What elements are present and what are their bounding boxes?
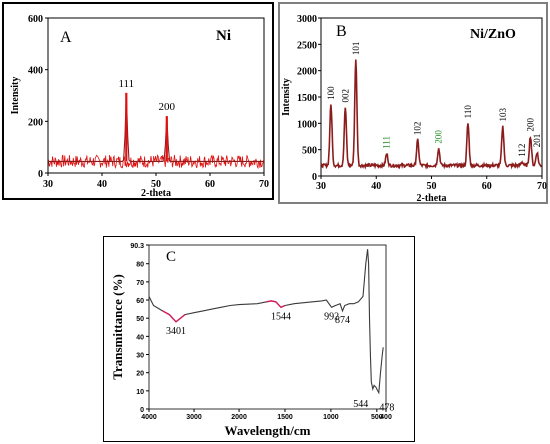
peak-label-b-103: 103 bbox=[498, 107, 508, 121]
xrd-line-a bbox=[48, 92, 264, 162]
xtick-label-c: 1500 bbox=[277, 414, 293, 421]
ytick-label-c: 10 bbox=[136, 389, 144, 396]
xtick-label-c: 400 bbox=[380, 414, 392, 421]
xtick-label-a: 40 bbox=[97, 179, 107, 190]
peak-label-b-201: 201 bbox=[532, 134, 542, 148]
panel-letter-a: A bbox=[60, 29, 72, 46]
chart-b-svg: 100 002 101 111 102 200 110 103 112 200 201 30 40 50 6… bbox=[281, 14, 547, 204]
ytick-label-a: 0 bbox=[38, 169, 43, 180]
ytick-label-b: 1000 bbox=[297, 119, 317, 130]
plot-frame-a bbox=[47, 17, 265, 174]
ytick-label-c: 50 bbox=[136, 316, 144, 323]
chart-title-a: Ni bbox=[216, 28, 231, 44]
ytick-label-b: 3000 bbox=[297, 14, 317, 25]
annotation-c-1544: 1544 bbox=[271, 311, 291, 322]
y-axis-label-b: Intensity bbox=[281, 78, 292, 116]
peak-label-a-111: 111 bbox=[118, 78, 134, 90]
ytick-label-c: 80 bbox=[136, 262, 144, 269]
xtick-label-c: 4000 bbox=[141, 414, 157, 421]
panel-c-ftir: 3401 1544 992 874 544 478 4000 3000 2000 1500 1000… bbox=[103, 236, 415, 442]
xtick-label-b: 60 bbox=[482, 181, 492, 192]
xtick-label-c: 500 bbox=[371, 414, 383, 421]
peak-label-b-002: 002 bbox=[340, 89, 350, 103]
xtick-label-a: 60 bbox=[205, 179, 215, 190]
panel-letter-b: B bbox=[336, 23, 347, 40]
x-axis-label-a: 2-theta bbox=[141, 188, 171, 199]
ytick-label-a: 400 bbox=[28, 66, 43, 77]
xtick-label-b: 70 bbox=[537, 181, 547, 192]
peak-label-b-100: 100 bbox=[326, 86, 336, 100]
ytick-label-b: 1500 bbox=[297, 93, 317, 104]
peak-label-b-110: 110 bbox=[463, 105, 473, 119]
panel-letter-c: C bbox=[166, 249, 176, 265]
chart-title-b: Ni/ZnO bbox=[470, 27, 516, 42]
ytick-label-b: 2000 bbox=[297, 67, 317, 78]
ytick-label-a: 600 bbox=[28, 14, 43, 25]
annotation-c-992: 992 bbox=[324, 311, 339, 322]
panel-a-ni-xrd: 111 200 30 40 50 60 70 0 200 400 600 2-theta Intensi… bbox=[2, 2, 274, 200]
peak-label-b-200: 200 bbox=[525, 117, 535, 131]
annotation-c-478: 478 bbox=[379, 403, 394, 414]
xrd-line-b bbox=[320, 59, 542, 170]
y-axis-label-c: Transmittance (%) bbox=[110, 274, 125, 380]
xtick-label-c: 2000 bbox=[231, 414, 247, 421]
panel-b-nizno-xrd: 100 002 101 111 102 200 110 103 112 200 201 30 40 50 6… bbox=[278, 2, 548, 204]
annotation-c-3401: 3401 bbox=[166, 326, 186, 337]
x-axis-label-c: Wavelength/cm bbox=[225, 423, 311, 438]
xtick-label-a: 30 bbox=[43, 179, 53, 190]
ytick-label-c: 30 bbox=[136, 353, 144, 360]
xtick-label-c: 1000 bbox=[323, 414, 339, 421]
peak-label-a-200: 200 bbox=[159, 101, 176, 113]
peak-label-b-112: 112 bbox=[517, 144, 527, 157]
x-axis-label-b: 2-theta bbox=[417, 193, 447, 204]
peak-label-b-101: 101 bbox=[351, 42, 361, 56]
ftir-highlight-c-1 bbox=[266, 300, 286, 309]
xtick-label-c: 3000 bbox=[186, 414, 202, 421]
peak-label-b-200: 200 bbox=[434, 130, 444, 144]
ftir-line-c bbox=[148, 249, 384, 395]
xtick-label-a: 70 bbox=[259, 179, 269, 190]
xtick-label-b: 40 bbox=[371, 181, 381, 192]
annotation-c-874: 874 bbox=[335, 315, 350, 326]
ftir-highlight-c-0 bbox=[162, 310, 186, 323]
xtick-label-b: 50 bbox=[427, 181, 437, 192]
chart-a-svg: 111 200 30 40 50 60 70 0 200 400 600 2-theta Intensi… bbox=[10, 14, 269, 199]
ytick-label-b: 500 bbox=[302, 146, 317, 157]
ytick-label-c: 0 bbox=[140, 407, 144, 414]
ytick-label-a: 200 bbox=[28, 117, 43, 128]
xtick-label-b: 30 bbox=[316, 181, 326, 192]
annotation-c-544: 544 bbox=[353, 399, 368, 410]
peak-label-b-111: 111 bbox=[382, 136, 392, 149]
ytick-label-c: 90.3 bbox=[130, 243, 144, 250]
peak-label-b-102: 102 bbox=[413, 122, 423, 136]
ytick-label-c: 70 bbox=[136, 280, 144, 287]
xtick-label-a: 50 bbox=[151, 179, 161, 190]
ytick-label-c: 60 bbox=[136, 298, 144, 305]
ytick-label-b: 2500 bbox=[297, 40, 317, 51]
ytick-label-c: 40 bbox=[136, 334, 144, 341]
ytick-label-b: 0 bbox=[312, 172, 317, 183]
plot-frame-c bbox=[148, 244, 387, 410]
y-axis-label-a: Intensity bbox=[10, 77, 21, 115]
ytick-label-c: 20 bbox=[136, 371, 144, 378]
